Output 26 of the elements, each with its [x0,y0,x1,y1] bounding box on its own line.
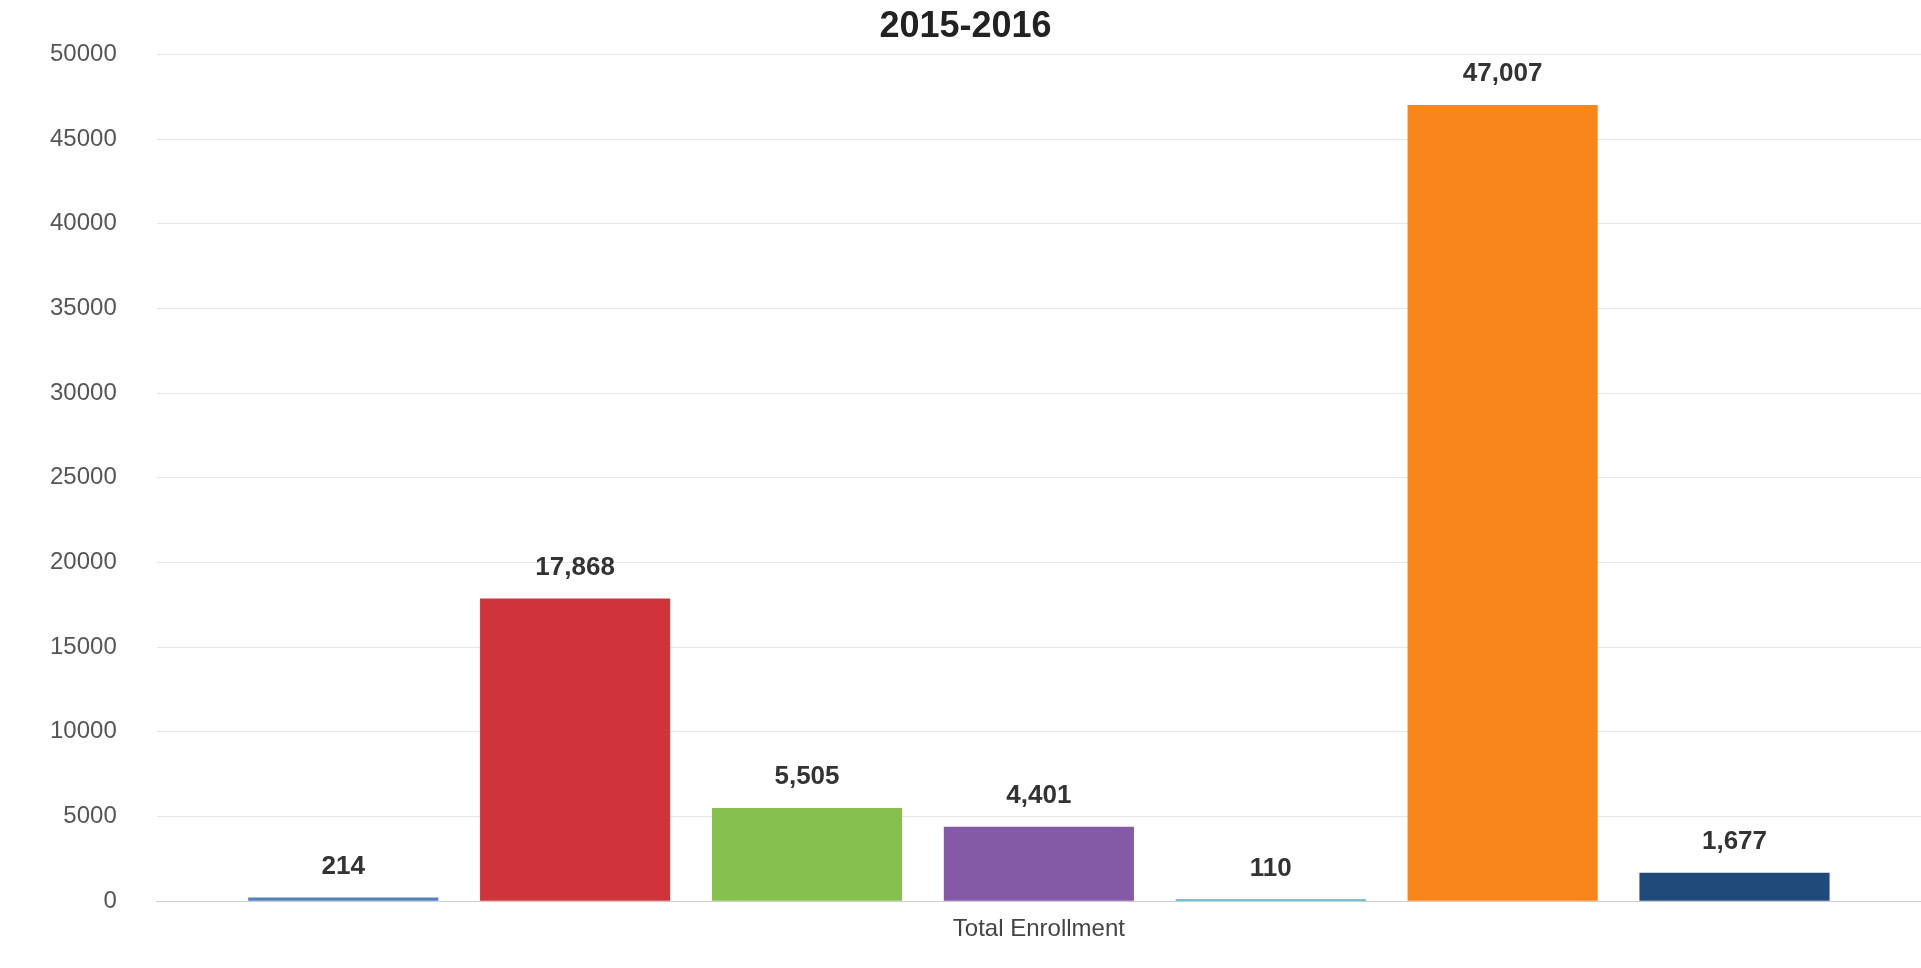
data-label: 47,007 [1462,57,1543,88]
y-tick-label: 30000 [49,377,117,405]
data-label: 214 [321,849,366,880]
y-tick-label: 35000 [49,293,117,321]
bar [248,897,439,901]
data-label: 1,677 [1701,824,1768,855]
chart-title: 2015-2016 [879,3,1052,45]
y-tick-label: 40000 [49,208,117,236]
y-tick-label: 50000 [49,39,117,67]
bar [480,598,671,901]
bar [711,807,903,901]
bar [1407,105,1598,901]
x-tick-label: Total Enrollment [952,914,1126,942]
y-tick-label: 25000 [49,462,117,490]
bar [1639,872,1830,901]
y-tick-label: 0 [103,885,117,913]
y-tick-label: 5000 [63,801,117,829]
data-label: 4,401 [1006,778,1072,809]
data-label: 17,868 [535,550,615,581]
y-tick-label: 45000 [49,123,117,151]
data-label: 110 [1249,851,1292,882]
bar [943,826,1134,901]
data-label: 5,505 [774,760,840,791]
y-tick-label: 20000 [49,547,117,575]
y-tick-label: 10000 [49,716,117,744]
y-tick-label: 15000 [49,631,117,659]
